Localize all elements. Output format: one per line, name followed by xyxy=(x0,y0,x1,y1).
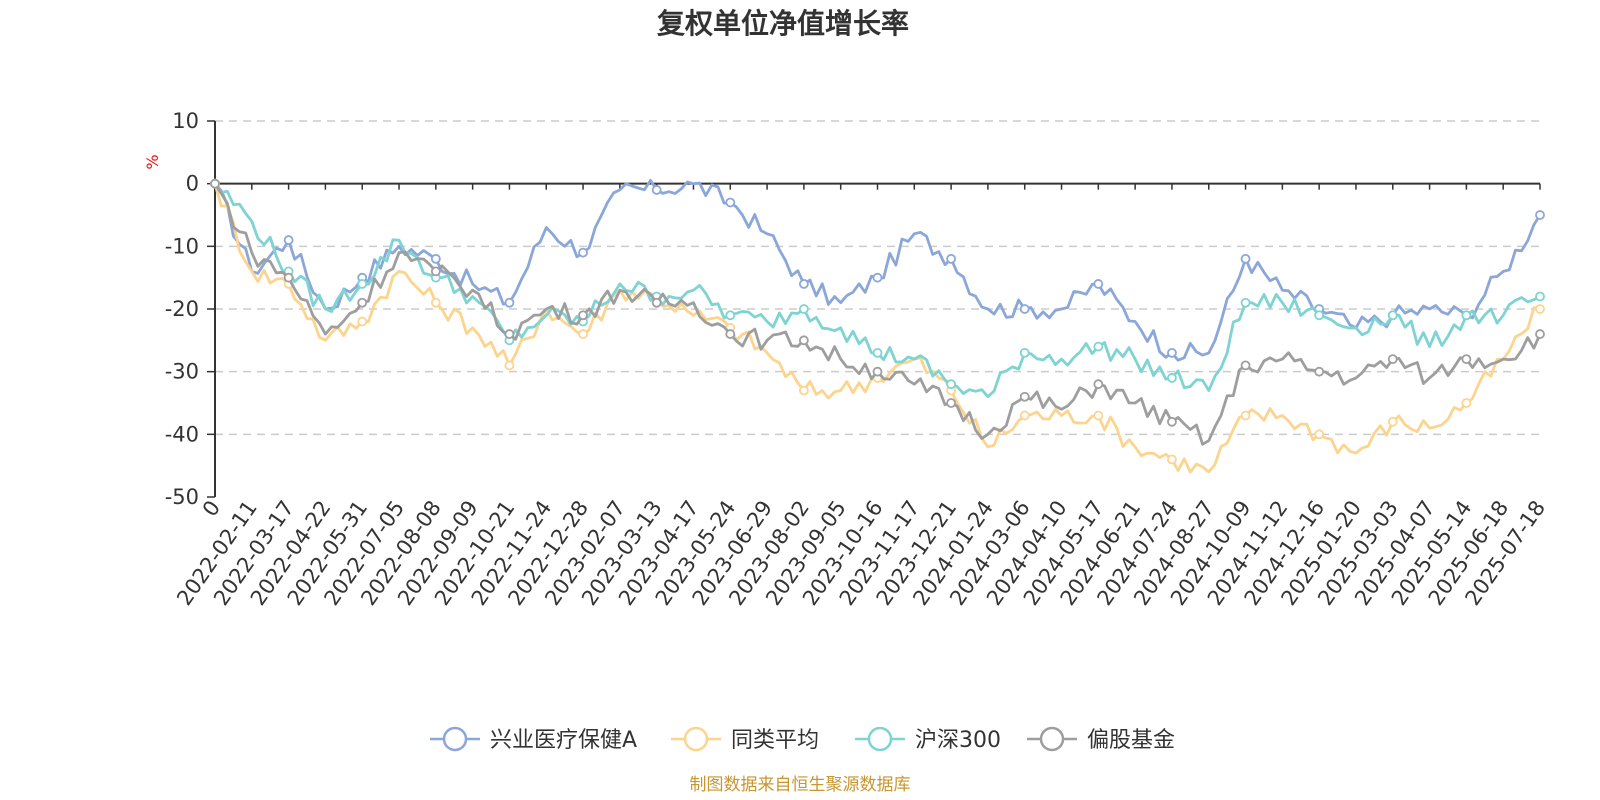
source-note: 制图数据来自恒生聚源数据库 xyxy=(690,775,911,795)
data-point xyxy=(1535,304,1545,314)
data-point xyxy=(283,235,294,245)
legend-marker xyxy=(683,726,709,752)
data-point xyxy=(1535,210,1545,220)
data-point xyxy=(946,253,957,264)
data-point xyxy=(872,272,883,283)
x-tick-label: 0 xyxy=(198,496,225,521)
data-point xyxy=(1461,398,1472,408)
data-point xyxy=(1240,253,1251,264)
chart-title: 复权单位净值增长率 xyxy=(657,7,909,40)
data-point xyxy=(357,279,368,289)
data-point xyxy=(872,366,883,377)
y-axis-unit: % xyxy=(143,154,162,169)
data-point xyxy=(1240,410,1251,421)
data-point xyxy=(798,279,809,289)
data-point xyxy=(578,247,588,258)
legend: 兴业医疗保健A 同类平均 沪深300 偏股基金 xyxy=(430,726,1175,753)
legend-label: 沪深300 xyxy=(915,728,1001,753)
data-point xyxy=(1167,454,1177,465)
data-point xyxy=(1093,341,1104,352)
x-axis: 02022-02-112022-03-172022-04-222022-05-3… xyxy=(172,182,1550,610)
data-point xyxy=(1167,416,1177,427)
y-tick-label: -40 xyxy=(165,422,199,446)
data-point xyxy=(651,297,662,308)
data-point xyxy=(357,297,368,308)
data-point xyxy=(1314,310,1325,321)
data-point xyxy=(430,266,441,277)
data-point xyxy=(504,360,515,371)
data-point xyxy=(946,398,957,408)
legend-label: 兴业医疗保健A xyxy=(490,728,637,753)
data-point xyxy=(946,379,957,390)
data-point xyxy=(504,329,515,339)
data-point xyxy=(1019,304,1030,314)
series-line xyxy=(213,179,1542,362)
data-point xyxy=(1387,310,1398,321)
y-tick-label: -30 xyxy=(165,360,199,384)
data-point xyxy=(1535,291,1545,302)
data-point xyxy=(1461,310,1472,321)
data-point xyxy=(725,329,736,339)
y-tick-label: 0 xyxy=(186,172,199,196)
y-tick-label: 10 xyxy=(172,109,199,133)
y-tick-label: -50 xyxy=(165,485,199,509)
data-point xyxy=(1167,373,1177,383)
data-point xyxy=(1387,354,1398,365)
data-point xyxy=(1535,329,1545,339)
data-point xyxy=(1093,379,1104,390)
data-point xyxy=(1314,429,1325,440)
legend-marker xyxy=(867,726,893,752)
series-line xyxy=(213,183,1541,474)
data-point xyxy=(1019,347,1030,358)
y-axis: 10 0 -10 -20 -30 -40 -50 xyxy=(165,109,216,509)
data-point xyxy=(1240,360,1251,371)
data-point xyxy=(357,316,368,327)
data-point xyxy=(283,272,294,283)
series-line xyxy=(213,182,1541,399)
data-point xyxy=(872,347,883,358)
data-point xyxy=(1019,391,1030,402)
data-point xyxy=(210,178,220,189)
data-point xyxy=(430,253,441,264)
data-point xyxy=(725,197,736,208)
data-point xyxy=(1019,410,1030,421)
legend-label: 同类平均 xyxy=(731,728,819,753)
legend-marker xyxy=(1039,726,1065,752)
legend-marker xyxy=(442,726,468,752)
data-point xyxy=(1314,366,1325,377)
data-point xyxy=(798,385,809,396)
y-tick-label: -10 xyxy=(165,234,199,258)
data-point xyxy=(578,329,588,339)
data-point xyxy=(651,185,662,195)
y-tick-label: -20 xyxy=(165,297,199,321)
data-point xyxy=(1461,354,1472,365)
data-point xyxy=(1093,410,1104,421)
data-point xyxy=(1167,347,1177,358)
data-point xyxy=(725,310,736,321)
data-point xyxy=(430,297,441,308)
data-point xyxy=(1387,416,1398,427)
data-point xyxy=(504,297,515,308)
data-point xyxy=(798,304,809,314)
legend-label: 偏股基金 xyxy=(1087,728,1175,753)
data-point xyxy=(1240,297,1251,308)
data-point xyxy=(1093,279,1104,289)
series-group xyxy=(210,178,1545,474)
data-point xyxy=(578,310,588,321)
data-point xyxy=(798,335,809,346)
